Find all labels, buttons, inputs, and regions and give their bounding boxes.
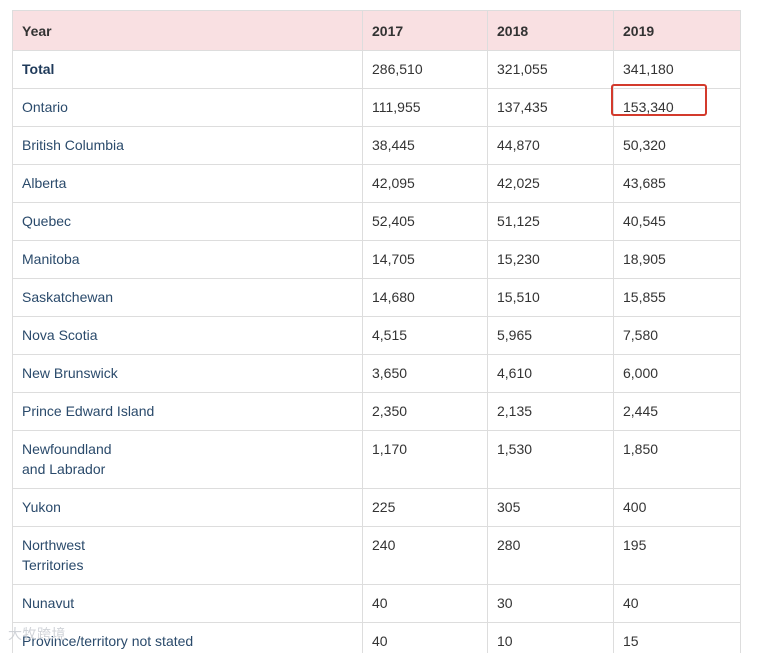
region-cell: Saskatchewan xyxy=(12,278,363,317)
table-row: British Columbia 38,445 44,870 50,320 xyxy=(12,126,741,165)
value-cell-2019: 195 xyxy=(613,526,741,585)
value-cell-2018: 5,965 xyxy=(487,316,614,355)
header-2017: 2017 xyxy=(362,10,488,51)
value-cell-2018: 1,530 xyxy=(487,430,614,489)
value-cell-2019: 341,180 xyxy=(613,50,741,89)
table-row: Saskatchewan 14,680 15,510 15,855 xyxy=(12,278,741,317)
region-cell: Province/territory not stated xyxy=(12,622,363,653)
table-row: Manitoba 14,705 15,230 18,905 xyxy=(12,240,741,279)
value-cell-2019: 18,905 xyxy=(613,240,741,279)
region-cell: Nova Scotia xyxy=(12,316,363,355)
value-cell-2018: 2,135 xyxy=(487,392,614,431)
value-cell-2017: 3,650 xyxy=(362,354,488,393)
table-row: Northwest Territories 240 280 195 xyxy=(12,526,741,585)
value-cell-2017: 40 xyxy=(362,622,488,653)
region-line-2: and Labrador xyxy=(22,461,106,477)
value-cell-2019: 50,320 xyxy=(613,126,741,165)
table-row: Total 286,510 321,055 341,180 xyxy=(12,50,741,89)
value-cell-2019: 43,685 xyxy=(613,164,741,203)
value-cell-2017: 42,095 xyxy=(362,164,488,203)
immigration-table-container: Year 2017 2018 2019 Total 286,510 321,05… xyxy=(12,10,741,653)
value-cell-2017: 4,515 xyxy=(362,316,488,355)
table-body: Total 286,510 321,055 341,180 Ontario 11… xyxy=(12,50,741,653)
value-cell-2018: 305 xyxy=(487,488,614,527)
region-cell: Northwest Territories xyxy=(12,526,363,585)
region-cell: Nunavut xyxy=(12,584,363,623)
table-row: Quebec 52,405 51,125 40,545 xyxy=(12,202,741,241)
value-cell-2018: 42,025 xyxy=(487,164,614,203)
value-cell-2018: 280 xyxy=(487,526,614,585)
region-line-1: Newfoundland xyxy=(22,441,112,457)
table-row: Province/territory not stated 40 10 15 xyxy=(12,622,741,653)
region-cell: Manitoba xyxy=(12,240,363,279)
value-cell-2018: 51,125 xyxy=(487,202,614,241)
table-row: Nunavut 40 30 40 xyxy=(12,584,741,623)
region-cell: Ontario xyxy=(12,88,363,127)
region-cell: British Columbia xyxy=(12,126,363,165)
highlighted-value: 153,340 xyxy=(623,99,674,115)
region-cell: New Brunswick xyxy=(12,354,363,393)
header-year: Year xyxy=(12,10,363,51)
value-cell-2017: 240 xyxy=(362,526,488,585)
region-cell: Quebec xyxy=(12,202,363,241)
table-row: Ontario 111,955 137,435 153,340 xyxy=(12,84,741,127)
value-cell-2018: 137,435 xyxy=(487,88,614,127)
value-cell-2019: 400 xyxy=(613,488,741,527)
highlight-box xyxy=(611,84,707,116)
value-cell-2019: 15,855 xyxy=(613,278,741,317)
value-cell-2018: 10 xyxy=(487,622,614,653)
table-row: New Brunswick 3,650 4,610 6,000 xyxy=(12,354,741,393)
value-cell-2017: 111,955 xyxy=(362,88,488,127)
value-cell-2019-highlighted: 153,340 xyxy=(611,84,741,127)
value-cell-2018: 4,610 xyxy=(487,354,614,393)
region-line-2: Territories xyxy=(22,557,84,573)
value-cell-2017: 286,510 xyxy=(362,50,488,89)
table-row: Prince Edward Island 2,350 2,135 2,445 xyxy=(12,392,741,431)
value-cell-2019: 15 xyxy=(613,622,741,653)
value-cell-2018: 321,055 xyxy=(487,50,614,89)
value-cell-2017: 225 xyxy=(362,488,488,527)
highlighted-value-wrap: 153,340 xyxy=(611,84,731,117)
value-cell-2018: 30 xyxy=(487,584,614,623)
value-cell-2019: 6,000 xyxy=(613,354,741,393)
value-cell-2019: 40 xyxy=(613,584,741,623)
table-row: Alberta 42,095 42,025 43,685 xyxy=(12,164,741,203)
value-cell-2017: 14,680 xyxy=(362,278,488,317)
region-cell: Total xyxy=(12,50,363,89)
table-header: Year 2017 2018 2019 xyxy=(12,10,741,51)
value-cell-2017: 2,350 xyxy=(362,392,488,431)
value-cell-2018: 15,230 xyxy=(487,240,614,279)
value-cell-2017: 1,170 xyxy=(362,430,488,489)
region-line-1: Northwest xyxy=(22,537,86,553)
value-cell-2017: 40 xyxy=(362,584,488,623)
value-cell-2018: 15,510 xyxy=(487,278,614,317)
value-cell-2019: 7,580 xyxy=(613,316,741,355)
header-2019: 2019 xyxy=(613,10,741,51)
region-cell: Prince Edward Island xyxy=(12,392,363,431)
watermark: 大牧跨境 xyxy=(8,627,66,643)
table-row: Nova Scotia 4,515 5,965 7,580 xyxy=(12,316,741,355)
value-cell-2017: 52,405 xyxy=(362,202,488,241)
region-cell: Newfoundland and Labrador xyxy=(12,430,363,489)
value-cell-2019: 2,445 xyxy=(613,392,741,431)
immigration-table: Year 2017 2018 2019 Total 286,510 321,05… xyxy=(12,10,741,653)
value-cell-2017: 14,705 xyxy=(362,240,488,279)
value-cell-2018: 44,870 xyxy=(487,126,614,165)
header-2018: 2018 xyxy=(487,10,614,51)
table-row: Yukon 225 305 400 xyxy=(12,488,741,527)
table-row: Newfoundland and Labrador 1,170 1,530 1,8… xyxy=(12,430,741,489)
value-cell-2019: 1,850 xyxy=(613,430,741,489)
header-row: Year 2017 2018 2019 xyxy=(12,10,741,51)
value-cell-2019: 40,545 xyxy=(613,202,741,241)
region-cell: Alberta xyxy=(12,164,363,203)
region-cell: Yukon xyxy=(12,488,363,527)
value-cell-2017: 38,445 xyxy=(362,126,488,165)
